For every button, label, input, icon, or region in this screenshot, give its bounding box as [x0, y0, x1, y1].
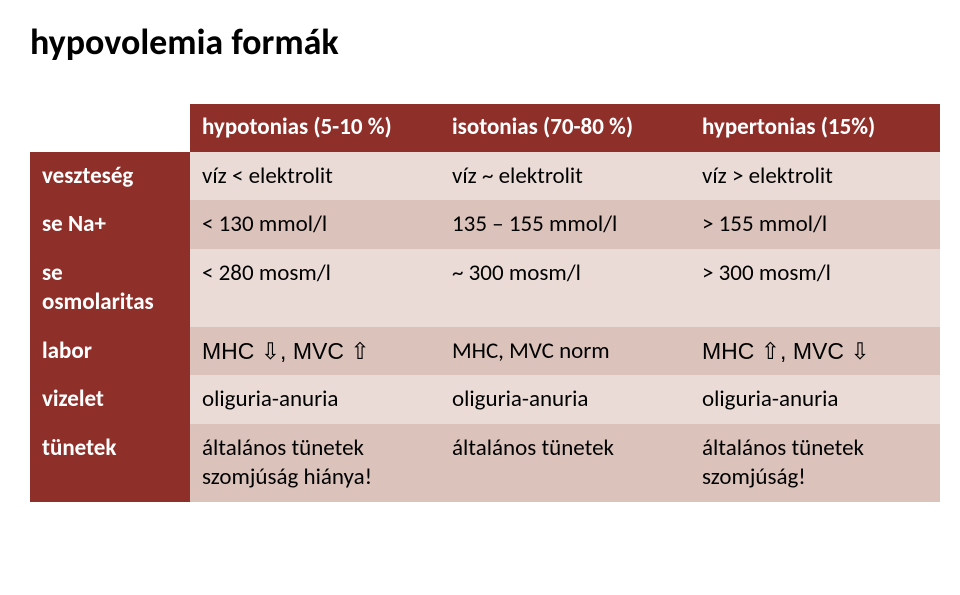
cell: oliguria-anuria: [690, 375, 940, 424]
cell: oliguria-anuria: [190, 375, 440, 424]
row-label-se-osmolaritas: se osmolaritas: [30, 249, 190, 327]
cell: > 300 mosm/l: [690, 249, 940, 327]
cell: általános tünetek: [440, 424, 690, 502]
table-header-row: hypotonias (5-10 %) isotonias (70-80 %) …: [30, 104, 940, 152]
cell: > 155 mmol/l: [690, 200, 940, 249]
table-row: tünetek általános tünetekszomjúság hiány…: [30, 424, 940, 502]
cell: víz ~ elektrolit: [440, 152, 690, 201]
cell: MHC ⇧, MVC ⇩: [690, 327, 940, 376]
page-title: hypovolemia formák: [30, 20, 930, 64]
cell: általános tünetekszomjúság hiánya!: [190, 424, 440, 502]
table-row: se Na+ < 130 mmol/l 135 – 155 mmol/l > 1…: [30, 200, 940, 249]
cell: víz < elektrolit: [190, 152, 440, 201]
cell: oliguria-anuria: [440, 375, 690, 424]
row-label-veszteseg: veszteség: [30, 152, 190, 201]
cell: ~ 300 mosm/l: [440, 249, 690, 327]
row-label-vizelet: vizelet: [30, 375, 190, 424]
col-header-hypertonias: hypertonias (15%): [690, 104, 940, 152]
col-header-hypotonias: hypotonias (5-10 %): [190, 104, 440, 152]
cell: MHC, MVC norm: [440, 327, 690, 376]
table-row: veszteség víz < elektrolit víz ~ elektro…: [30, 152, 940, 201]
cell: víz > elektrolit: [690, 152, 940, 201]
header-empty: [30, 104, 190, 152]
table-row: vizelet oliguria-anuria oliguria-anuria …: [30, 375, 940, 424]
cell: 135 – 155 mmol/l: [440, 200, 690, 249]
cell: < 130 mmol/l: [190, 200, 440, 249]
row-label-tunetek: tünetek: [30, 424, 190, 502]
cell: általános tünetekszomjúság!: [690, 424, 940, 502]
table-row: se osmolaritas < 280 mosm/l ~ 300 mosm/l…: [30, 249, 940, 327]
col-header-isotonias: isotonias (70-80 %): [440, 104, 690, 152]
cell: MHC ⇩, MVC ⇧: [190, 327, 440, 376]
table-row: labor MHC ⇩, MVC ⇧ MHC, MVC norm MHC ⇧, …: [30, 327, 940, 376]
row-label-labor: labor: [30, 327, 190, 376]
cell: < 280 mosm/l: [190, 249, 440, 327]
hypovolemia-table: hypotonias (5-10 %) isotonias (70-80 %) …: [30, 104, 940, 502]
row-label-se-na: se Na+: [30, 200, 190, 249]
